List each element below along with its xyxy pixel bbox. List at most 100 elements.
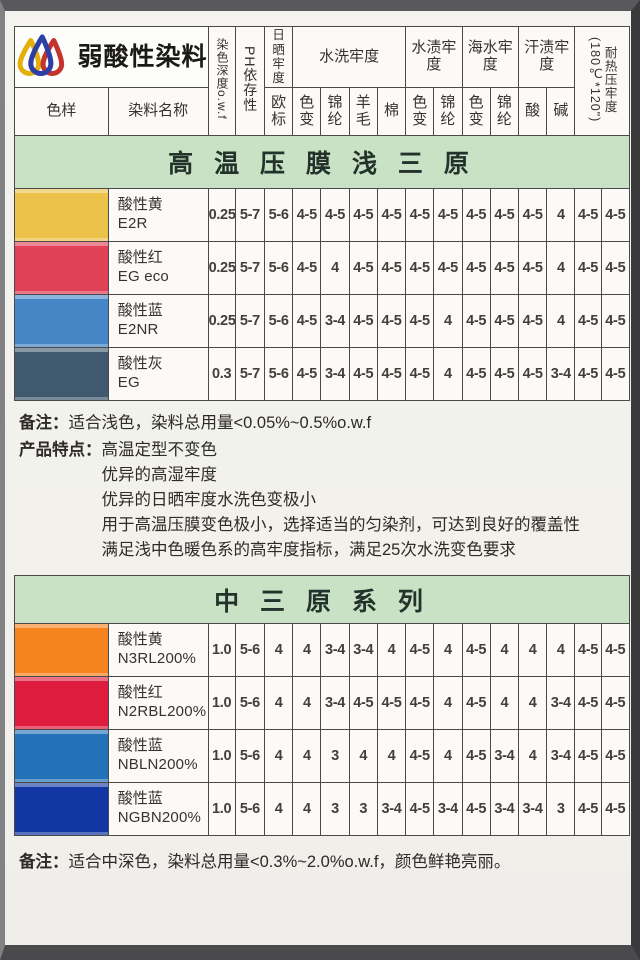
value-cell: 4-5 <box>600 782 631 837</box>
value-cell: 4-5 <box>348 676 378 731</box>
header-group-row: 弱酸性染料 染色深度o.w.f PH依存性 日晒牢度 水洗牢度 水渍牢度 海水牢… <box>14 26 630 136</box>
col-header-eu: 欧标 <box>263 87 294 136</box>
value-cell: 4-5 <box>489 188 520 242</box>
value-cell: 4-5 <box>600 294 631 348</box>
feature-item: 满足浅中色暖色系的高牢度指标，满足25次水洗变色要求 <box>101 541 516 560</box>
value-cell: 4-5 <box>517 347 548 401</box>
value-cell: 4-5 <box>405 782 435 837</box>
brand-cell: 弱酸性染料 <box>14 26 209 88</box>
table-row: 酸性蓝 E2NR 0.25 5-7 5-6 4-5 3-4 4-5 4-5 4-5 4 4-5 4-5 4… <box>14 294 631 348</box>
value-cell: 4-5 <box>574 188 602 242</box>
value-cell: 4 <box>292 676 322 731</box>
value-cell: 4 <box>489 623 519 678</box>
value-cell: 4-5 <box>461 623 491 678</box>
value-cell: 4-5 <box>292 294 322 348</box>
value-cell: 4-5 <box>348 347 378 401</box>
color-swatch <box>14 782 109 837</box>
value-cell: 4-5 <box>405 676 435 731</box>
col-header-depth: 染色深度o.w.f <box>207 26 236 136</box>
value-cell: 4-5 <box>433 241 463 295</box>
dye-name-cell: 酸性蓝 NBLN200% <box>107 729 209 784</box>
value-cell: 3-4 <box>517 782 548 837</box>
fastness-table-light-trio: 弱酸性染料 染色深度o.w.f PH依存性 日晒牢度 水洗牢度 水渍牢度 海水牢… <box>14 26 631 401</box>
value-cell: 3 <box>320 782 350 837</box>
value-cell: 3-4 <box>546 676 576 731</box>
value-cell: 5-7 <box>234 294 265 348</box>
value-cell: 4 <box>292 623 322 678</box>
dye-code: N2RBL200% <box>117 703 207 721</box>
sub-header: 羊毛 <box>348 87 378 136</box>
value-cell: 4-5 <box>405 241 435 295</box>
value-cell: 4-5 <box>405 729 435 784</box>
value-cell: 4-5 <box>292 347 322 401</box>
series-banner-title: 高 温 压 膜 浅 三 原 <box>14 135 630 189</box>
value-cell: 4-5 <box>461 347 491 401</box>
value-cell: 4-5 <box>461 241 491 295</box>
value-cell: 3-4 <box>489 729 519 784</box>
value-cell: 4-5 <box>461 188 491 242</box>
value-cell: 4-5 <box>376 294 407 348</box>
value-cell: 3-4 <box>546 729 576 784</box>
dye-code: EG <box>117 374 140 391</box>
dye-name-cell: 酸性蓝 NGBN200% <box>107 782 209 837</box>
value-cell: 3-4 <box>348 623 378 678</box>
value-cell: 4 <box>348 729 378 784</box>
value-cell: 3-4 <box>489 782 519 837</box>
value-cell: 4-5 <box>517 188 548 242</box>
dye-name: 酸性蓝 <box>117 302 163 320</box>
table-row: 酸性黄 N3RL200% 1.0 5-6 4 4 3-4 3-4 4 4-5 4 4-5 4 4 4 4-5 4… <box>14 623 631 678</box>
dye-name-cell: 酸性黄 E2R <box>107 188 209 242</box>
value-cell: 0.25 <box>207 188 236 242</box>
sub-header: 锦纶 <box>320 87 350 136</box>
col-header-ph: PH依存性 <box>234 26 265 136</box>
series-banner: 高 温 压 膜 浅 三 原 <box>14 135 630 189</box>
value-cell: 4-5 <box>600 347 631 401</box>
value-cell: 5-7 <box>234 241 265 295</box>
value-cell: 5-6 <box>234 623 266 678</box>
value-cell: 0.25 <box>207 241 236 295</box>
remark-label: 备注： <box>19 853 69 872</box>
sub-header: 锦纶 <box>433 87 463 136</box>
dye-code: E2NR <box>117 321 159 338</box>
value-cell: 4 <box>517 623 548 678</box>
value-cell: 4-5 <box>574 347 602 401</box>
table-row: 酸性蓝 NGBN200% 1.0 5-6 4 4 3 3 3-4 4-5 3-4 4-5 3-4 3-4 3… <box>14 782 631 837</box>
value-cell: 4 <box>433 729 463 784</box>
sub-header: 棉 <box>376 87 407 136</box>
sub-header: 碱 <box>546 87 576 136</box>
value-cell: 4-5 <box>461 729 491 784</box>
value-cell: 5-6 <box>234 729 266 784</box>
col-header-wash: 水洗牢度 <box>292 26 407 88</box>
dye-name: 酸性黄 <box>117 631 163 649</box>
value-cell: 4-5 <box>574 676 602 731</box>
sub-header: 酸 <box>517 87 548 136</box>
color-swatch <box>14 294 109 348</box>
value-cell: 4 <box>433 294 463 348</box>
value-cell: 4-5 <box>600 623 631 678</box>
value-cell: 4-5 <box>600 188 631 242</box>
value-cell: 4 <box>546 294 576 348</box>
remark-line: 备注： 适合浅色，染料总用量<0.05%~0.5%o.w.f <box>19 411 631 436</box>
value-cell: 4-5 <box>489 294 520 348</box>
value-cell: 4 <box>546 241 576 295</box>
dye-name: 酸性蓝 <box>117 737 163 755</box>
value-cell: 4 <box>489 676 519 731</box>
table-row: 酸性红 EG eco 0.25 5-7 5-6 4-5 4 4-5 4-5 4-5 4-5 4-5 4-… <box>14 241 631 295</box>
header-sub-row: 色样 染料名称 欧标 色变 锦纶 羊毛 棉 色变 锦纶 色变 锦纶 酸 碱 <box>14 87 630 136</box>
color-swatch <box>14 347 109 401</box>
value-cell: 3-4 <box>320 676 350 731</box>
value-cell: 5-6 <box>263 294 294 348</box>
dye-name-cell: 酸性红 EG eco <box>107 241 209 295</box>
value-cell: 0.25 <box>207 294 236 348</box>
color-swatch <box>14 729 109 784</box>
value-cell: 4-5 <box>405 347 435 401</box>
dye-name-cell: 酸性红 N2RBL200% <box>107 676 209 731</box>
value-cell: 4-5 <box>348 241 378 295</box>
table-row: 酸性黄 E2R 0.25 5-7 5-6 4-5 4-5 4-5 4-5 4-5 4-5 4-5 4-5… <box>14 188 631 242</box>
dye-name-cell: 酸性黄 N3RL200% <box>107 623 209 678</box>
feature-item: 优异的日晒牢度水洗色变极小 <box>101 490 317 509</box>
sub-header: 色变 <box>292 87 322 136</box>
col-header-sample: 色样 <box>14 87 109 136</box>
value-cell: 4-5 <box>405 188 435 242</box>
value-cell: 3 <box>348 782 378 837</box>
